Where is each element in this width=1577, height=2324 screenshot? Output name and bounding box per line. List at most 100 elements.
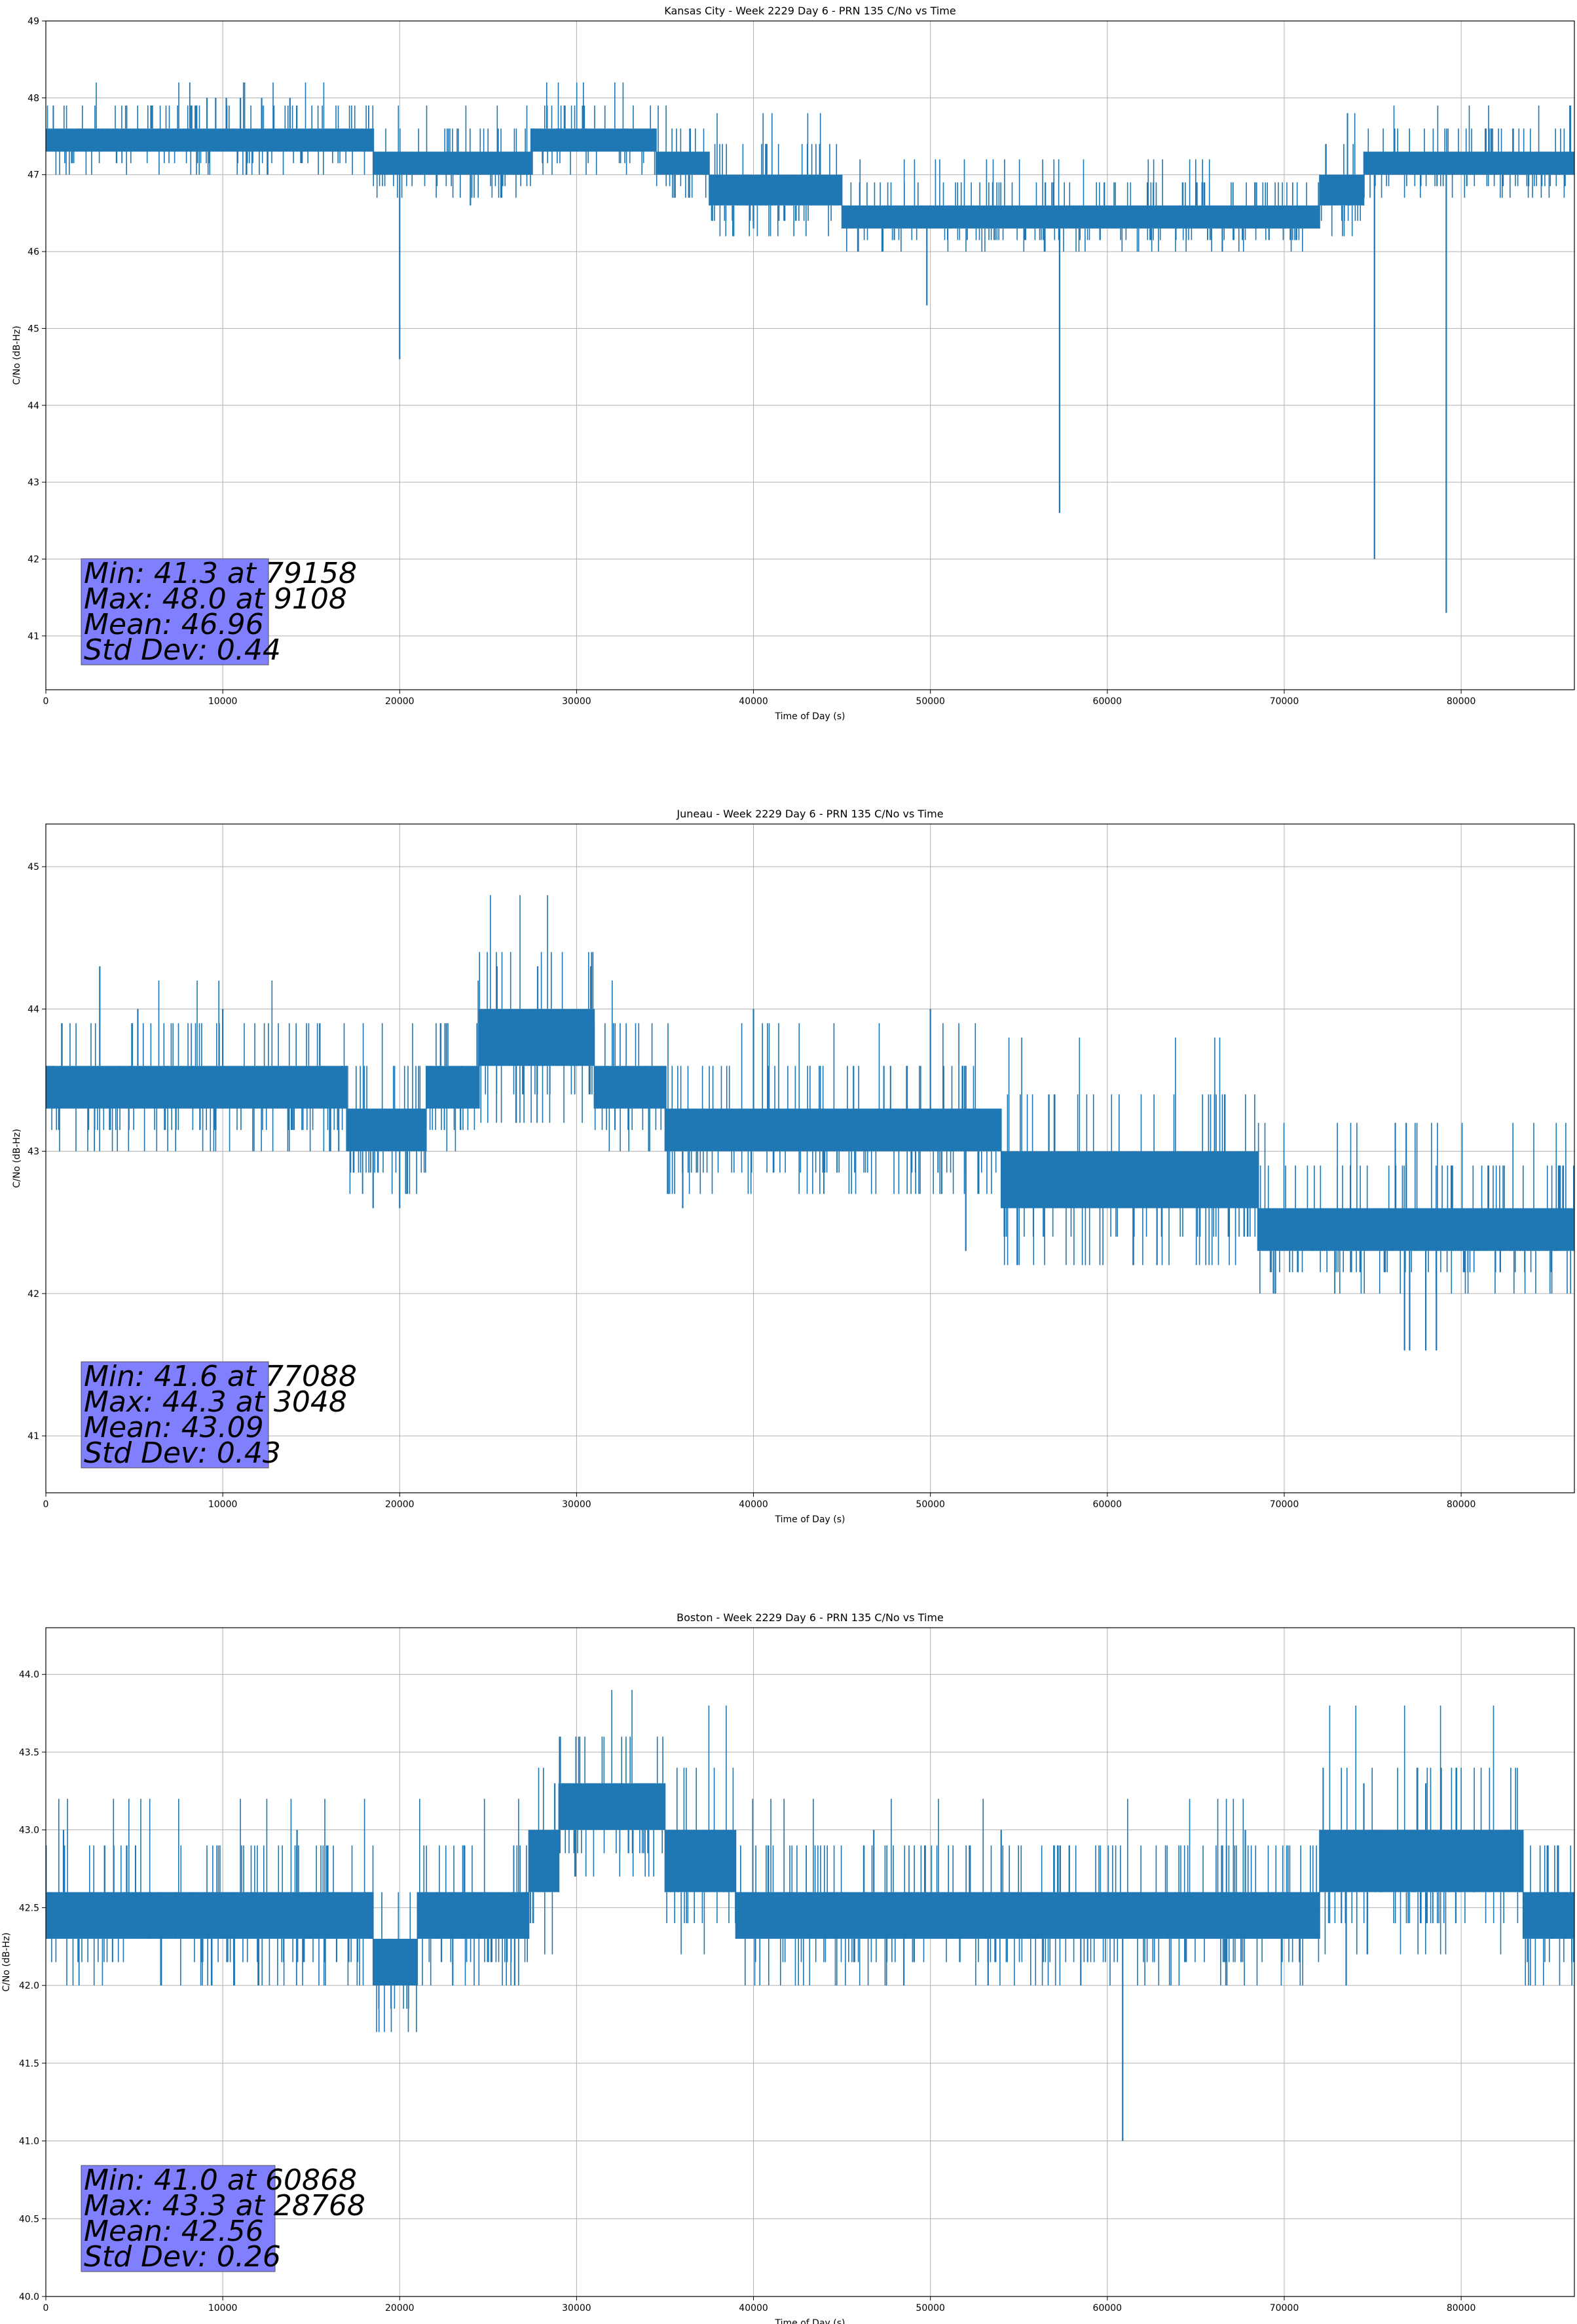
chart-panel-2: 0 10000 20000 30000 40000 50000 60000 70000 8000… bbox=[12, 808, 1575, 1525]
y-tick-label: 43 bbox=[28, 478, 39, 488]
data-band-5 bbox=[594, 1066, 665, 1109]
stats-box bbox=[81, 2165, 276, 2272]
stats-line-1: Min: 41.0 at 60868 bbox=[84, 2164, 357, 2197]
x-axis-label: Time of Day (s) bbox=[775, 711, 845, 722]
x-tick-label: 70000 bbox=[1270, 696, 1299, 707]
stats-line-4: Std Dev: 0.26 bbox=[84, 2240, 281, 2274]
x-tick-label: 20000 bbox=[385, 696, 415, 707]
stats-line-2: Max: 44.3 at 3048 bbox=[84, 1385, 347, 1419]
y-axis-label: C/No (dB-Hz) bbox=[1, 1932, 12, 1991]
data-band-4 bbox=[656, 151, 710, 175]
x-tick-label: 10000 bbox=[208, 1499, 238, 1510]
data-band-5 bbox=[709, 174, 842, 206]
data-band-6 bbox=[842, 205, 1320, 229]
x-tick-label: 0 bbox=[43, 2303, 49, 2314]
data-band-7 bbox=[948, 1108, 1001, 1152]
x-tick-label: 10000 bbox=[208, 696, 238, 707]
axes-frame bbox=[45, 20, 1575, 690]
y-axis-label: C/No (dB-Hz) bbox=[12, 1129, 22, 1188]
y-tick-label: 44 bbox=[28, 401, 39, 411]
data-band-6 bbox=[665, 1829, 736, 1892]
data-band-3 bbox=[532, 128, 656, 152]
x-tick-label: 60000 bbox=[1093, 1499, 1122, 1510]
stats-line-3: Mean: 43.09 bbox=[84, 1411, 264, 1444]
series-line bbox=[46, 895, 1574, 1351]
x-tick-label: 40000 bbox=[739, 696, 768, 707]
stats-box bbox=[81, 1361, 269, 1469]
chart-title: Boston - Week 2229 Day 6 - PRN 135 C/No … bbox=[677, 1611, 944, 1624]
x-tick-label: 40000 bbox=[739, 1499, 768, 1510]
y-tick-label: 42 bbox=[28, 1289, 39, 1300]
x-tick-label: 70000 bbox=[1270, 2303, 1299, 2314]
y-tick-label: 44.0 bbox=[19, 1670, 39, 1680]
x-tick-label: 80000 bbox=[1447, 1499, 1476, 1510]
x-tick-label: 30000 bbox=[562, 2303, 591, 2314]
data-band-1 bbox=[46, 128, 373, 152]
data-band-4 bbox=[529, 1829, 559, 1892]
chart-title: Kansas City - Week 2229 Day 6 - PRN 135 … bbox=[664, 5, 955, 17]
noise-lines bbox=[46, 82, 1572, 252]
x-tick-label: 30000 bbox=[562, 696, 591, 707]
data-band-5 bbox=[559, 1783, 665, 1830]
y-tick-label: 42.0 bbox=[19, 1981, 39, 1991]
y-tick-label: 41.5 bbox=[19, 2059, 39, 2069]
data-band-1 bbox=[46, 1066, 347, 1109]
x-tick-label: 50000 bbox=[916, 696, 945, 707]
y-tick-label: 46 bbox=[28, 247, 39, 257]
data-band-4 bbox=[479, 1009, 595, 1066]
data-band-7 bbox=[1320, 174, 1364, 206]
series-line bbox=[46, 1690, 1574, 2141]
x-tick-label: 50000 bbox=[916, 1499, 945, 1510]
data-band-6 bbox=[665, 1108, 948, 1152]
data-band-2 bbox=[373, 1938, 418, 1986]
x-tick-label: 80000 bbox=[1447, 2303, 1476, 2314]
stats-line-2: Max: 48.0 at 9108 bbox=[84, 582, 347, 616]
y-axis-label: C/No (dB-Hz) bbox=[12, 326, 22, 384]
x-tick-label: 60000 bbox=[1093, 2303, 1122, 2314]
y-tick-label: 41 bbox=[28, 631, 39, 642]
chart-panel-3: 0 10000 20000 30000 40000 50000 60000 70000 8000… bbox=[1, 1611, 1575, 2324]
data-band-1 bbox=[46, 1892, 373, 1939]
y-tick-label: 44 bbox=[28, 1004, 39, 1015]
y-tick-label: 43.5 bbox=[19, 1748, 39, 1758]
y-tick-label: 47 bbox=[28, 170, 39, 181]
x-tick-label: 0 bbox=[43, 1499, 49, 1510]
axes-frame bbox=[45, 1627, 1575, 2297]
x-tick-label: 20000 bbox=[385, 2303, 415, 2314]
x-tick-label: 70000 bbox=[1270, 1499, 1299, 1510]
y-tick-label: 41 bbox=[28, 1431, 39, 1442]
x-tick-label: 40000 bbox=[739, 2303, 768, 2314]
data-band-9 bbox=[1257, 1208, 1523, 1251]
stats-line-4: Std Dev: 0.44 bbox=[84, 633, 281, 667]
y-tick-label: 48 bbox=[28, 93, 39, 103]
axes-frame bbox=[45, 823, 1575, 1493]
chart-title: Juneau - Week 2229 Day 6 - PRN 135 C/No … bbox=[676, 808, 943, 820]
chart-panel-1: 0 10000 20000 30000 40000 50000 60000 70000 8000… bbox=[12, 5, 1575, 722]
x-axis-label: Time of Day (s) bbox=[775, 1514, 845, 1525]
stats-line-1: Min: 41.3 at 79158 bbox=[84, 557, 357, 590]
data-band-8 bbox=[1364, 151, 1574, 175]
x-tick-label: 20000 bbox=[385, 1499, 415, 1510]
x-tick-label: 10000 bbox=[208, 2303, 238, 2314]
data-band-2 bbox=[346, 1108, 426, 1152]
data-band-8 bbox=[1001, 1151, 1258, 1209]
y-tick-label: 43.0 bbox=[19, 1826, 39, 1836]
data-band-2 bbox=[373, 151, 532, 175]
stats-box bbox=[81, 558, 269, 665]
data-band-3 bbox=[417, 1892, 529, 1939]
x-tick-label: 80000 bbox=[1447, 696, 1476, 707]
stats-line-4: Std Dev: 0.43 bbox=[84, 1436, 281, 1470]
series-line bbox=[46, 82, 1574, 613]
data-band-10 bbox=[1523, 1208, 1574, 1251]
y-tick-label: 40.5 bbox=[19, 2214, 39, 2224]
data-band-3 bbox=[426, 1066, 479, 1109]
x-tick-label: 50000 bbox=[916, 2303, 945, 2314]
x-axis-label: Time of Day (s) bbox=[775, 2318, 845, 2324]
y-tick-label: 41.0 bbox=[19, 2137, 39, 2147]
y-tick-label: 45 bbox=[28, 862, 39, 872]
y-tick-label: 40.0 bbox=[19, 2292, 39, 2302]
x-tick-label: 60000 bbox=[1093, 696, 1122, 707]
y-tick-label: 42.5 bbox=[19, 1903, 39, 1913]
data-band-8 bbox=[1320, 1829, 1523, 1892]
